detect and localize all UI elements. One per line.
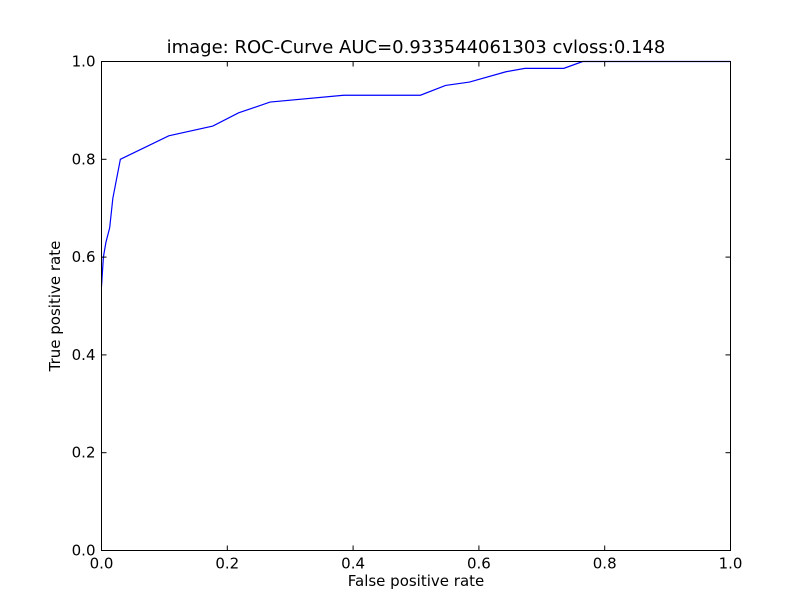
plot-area — [100, 60, 731, 287]
x-tick-label: 0.2 — [215, 555, 239, 573]
x-tick-label: 0.6 — [467, 555, 491, 573]
y-tick-label: 0.4 — [72, 346, 96, 364]
x-axis: 0.0 0.2 0.4 0.6 0.8 1.0 — [90, 61, 743, 573]
y-axis: 0.0 0.2 0.4 0.6 0.8 1.0 — [72, 53, 731, 560]
x-tick-label: 0.4 — [341, 555, 365, 573]
x-axis-label: False positive rate — [348, 572, 485, 590]
plot-frame — [101, 61, 731, 551]
y-tick-label: 1.0 — [72, 53, 96, 71]
x-tick-label: 0.0 — [90, 555, 114, 573]
x-tick-label: 0.8 — [593, 555, 617, 573]
chart-title: image: ROC-Curve AUC=0.933544061303 cvlo… — [167, 37, 666, 58]
x-tick-label: 1.0 — [719, 555, 743, 573]
y-tick-label: 0.8 — [72, 150, 96, 168]
y-tick-label: 0.2 — [72, 444, 96, 462]
y-tick-label: 0.6 — [72, 248, 96, 266]
y-tick-label: 0.0 — [72, 542, 96, 560]
roc-curve-line — [100, 60, 731, 287]
y-axis-label: True positive rate — [46, 241, 64, 373]
